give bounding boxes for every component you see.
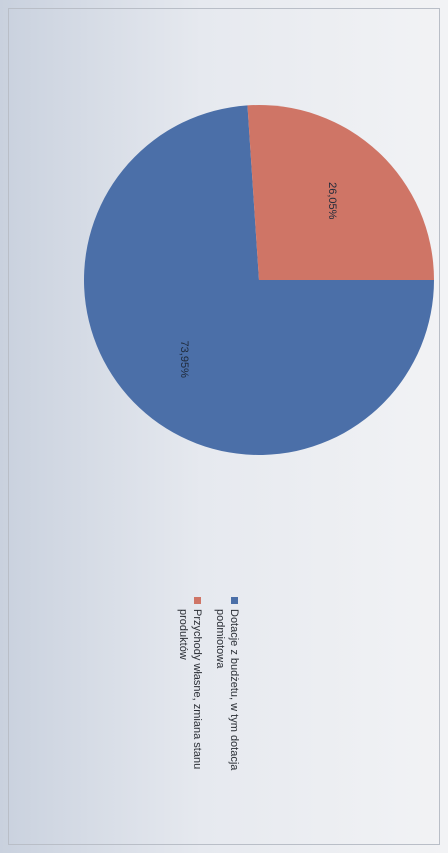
legend: Dotacje z budżetu, w tym dotacja podmiot… — [177, 597, 240, 771]
pie-data-label-0: 73,95% — [178, 341, 190, 379]
pie-data-label-1: 26,05% — [326, 182, 338, 220]
legend-label-przychody-line2: produktów — [177, 609, 189, 660]
legend-swatch-przychody — [194, 597, 201, 604]
legend-label-dotacje-line1: Dotacje z budżetu, w tym dotacja — [228, 609, 240, 771]
legend-swatch-dotacje — [231, 597, 238, 604]
pie-slice-1 — [247, 105, 434, 280]
chart-frame — [8, 8, 440, 845]
pie-slice-0 — [84, 105, 434, 456]
legend-label-przychody-line1: Przychody własne, zmiana stanu — [191, 609, 203, 769]
legend-label-dotacje-line2: podmiotowa — [214, 609, 226, 669]
